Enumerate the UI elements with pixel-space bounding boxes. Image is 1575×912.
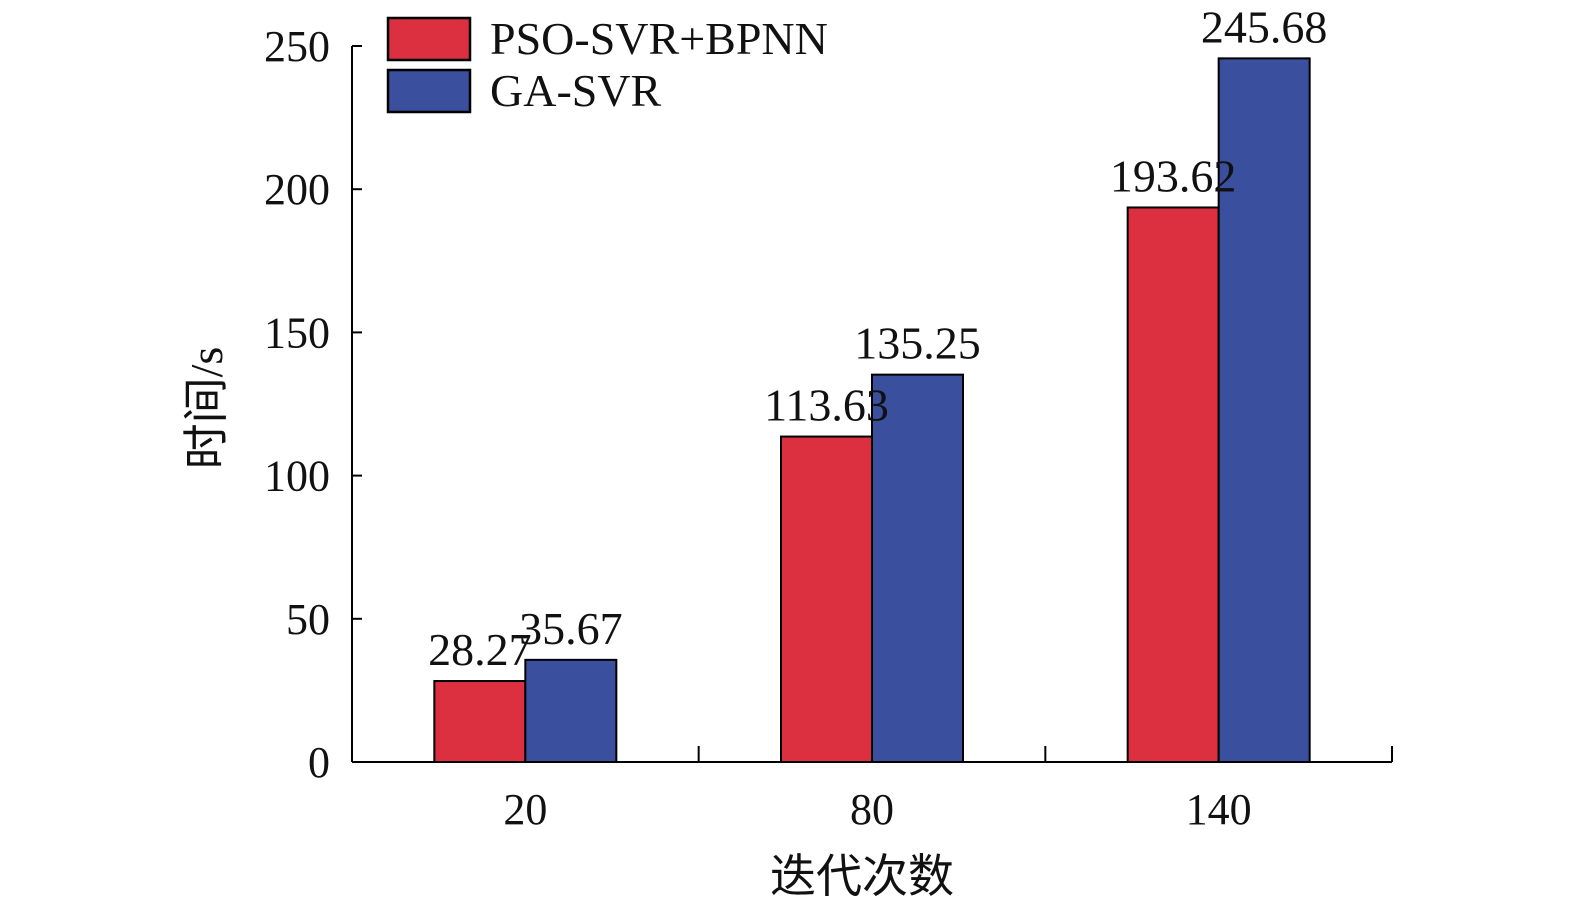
- x-axis-title: 迭代次数: [770, 851, 954, 902]
- legend-label: PSO-SVR+BPNN: [490, 13, 828, 64]
- y-axis-title: 时间/s: [181, 347, 232, 470]
- bar-ga-svr: [1217, 57, 1311, 763]
- ticks-layer: 0 50 100 150 200 250 20 80 140: [264, 22, 1393, 834]
- y-tick-label: 150: [264, 308, 330, 357]
- x-tick-label: 20: [503, 785, 547, 834]
- legend-swatch: [386, 16, 472, 62]
- data-label: 113.63: [764, 380, 889, 431]
- bar-pso-svr-bpnn: [1126, 206, 1220, 764]
- data-label: 245.68: [1201, 1, 1328, 52]
- bar-pso-svr-bpnn: [433, 680, 527, 764]
- y-tick-label: 200: [264, 165, 330, 214]
- axes-layer: [351, 46, 1392, 763]
- bars-layer: [433, 57, 1311, 764]
- y-tick-label: 0: [308, 738, 330, 787]
- y-tick-label: 100: [264, 452, 330, 501]
- data-label: 193.62: [1110, 150, 1237, 201]
- data-label: 28.27: [428, 624, 532, 675]
- bar-pso-svr-bpnn: [780, 435, 873, 763]
- x-tick-label: 80: [850, 785, 894, 834]
- data-label: 35.67: [519, 603, 623, 654]
- bar-ga-svr: [524, 658, 618, 764]
- legend-swatch: [386, 68, 472, 114]
- y-tick-label: 250: [264, 22, 330, 71]
- x-tick-label: 140: [1186, 785, 1252, 834]
- data-label: 135.25: [854, 318, 981, 369]
- bar-ga-svr: [871, 373, 964, 763]
- y-tick-label: 50: [286, 595, 330, 644]
- legend-label: GA-SVR: [490, 65, 662, 116]
